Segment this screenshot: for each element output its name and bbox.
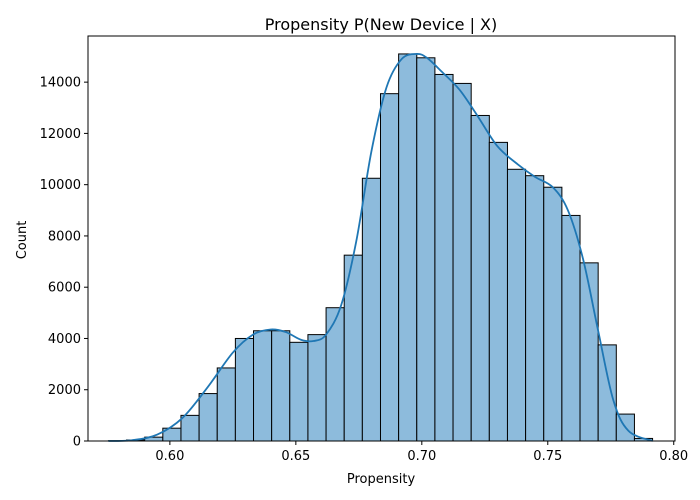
histogram-bar [307,334,327,442]
histogram-bar [379,93,400,442]
histogram-bar [452,82,472,442]
y-axis-label: Count [15,221,30,260]
chart-title: Propensity P(New Device | X) [265,15,498,34]
x-tick-label: 0.60 [155,449,184,464]
x-tick-label: 0.80 [659,449,688,464]
plot-axes [87,35,676,442]
histogram-bar [234,337,255,442]
histogram-bar [488,141,508,442]
plot-frame [87,35,676,442]
histogram-bar [361,177,381,442]
histogram-bar [597,344,617,442]
x-axis-ticks: 0.60 0.65 0.70 0.75 0.80 [155,441,688,464]
kde-curve [108,53,653,442]
histogram-bar [398,53,418,442]
y-tick-label: 12000 [40,127,81,142]
y-tick-label: 10000 [40,178,81,193]
y-tick-label: 0 [73,435,81,450]
histogram-bar [525,175,545,442]
x-tick-label: 0.75 [533,449,562,464]
x-tick-label: 0.70 [407,449,436,464]
y-tick-label: 6000 [48,281,81,296]
histogram-bar [253,330,273,442]
histogram-bar [216,367,236,442]
x-tick-label: 0.65 [281,449,310,464]
histogram-bar [470,114,490,442]
histogram-bar [289,341,309,442]
histogram-bar [271,330,291,442]
histogram-bar [434,73,454,442]
histogram-bar [506,168,527,442]
x-axis-label: Propensity [347,472,416,487]
histogram-bar [561,214,581,442]
histogram-bar [198,393,218,442]
y-tick-label: 8000 [48,229,81,244]
y-tick-label: 2000 [48,383,81,398]
histogram-bar [543,186,563,442]
histogram-bar [180,414,200,442]
y-tick-label: 4000 [48,332,81,347]
y-tick-label: 14000 [40,76,81,91]
histogram-bar [416,57,436,442]
histogram-bar [325,307,345,442]
y-axis-ticks: 0 2000 4000 6000 8000 10000 12000 14000 [40,76,88,450]
